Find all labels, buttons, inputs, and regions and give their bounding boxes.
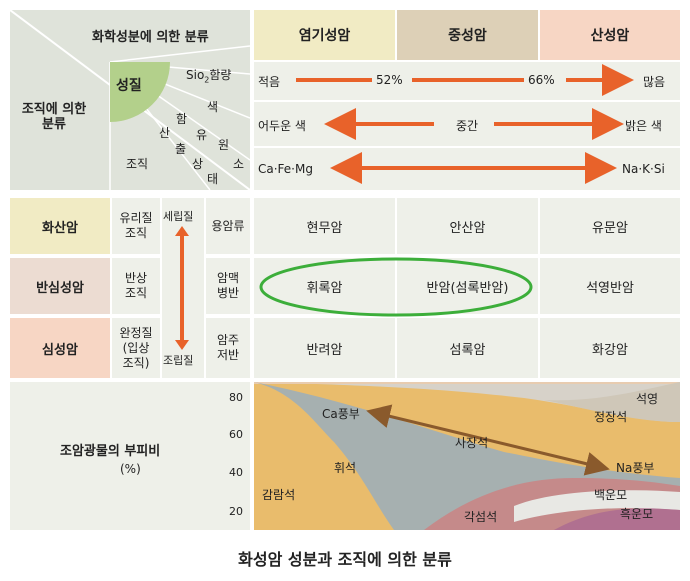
rock-porphyry: 반암(섬록반암) [397,258,538,314]
tick-80: 80 [229,391,243,404]
occurrence-dike-sill: 암맥 병반 [206,258,250,314]
texture-corner-label: 조직 [126,157,149,171]
rock-andesite: 안산암 [397,198,538,254]
content-char-1: 함 [176,112,188,126]
mineral-ca-rich: Ca풍부 [322,407,360,421]
silica-high-label: 많음 [643,75,666,89]
volume-label-panel [10,382,250,530]
mineral-olivine: 감람석 [262,488,296,502]
mineral-plagioclase: 사장석 [455,436,489,450]
tick-40: 40 [229,466,243,479]
silica-low-label: 적음 [258,75,281,89]
tick-20: 20 [229,505,243,518]
texture-glassy: 유리질 조직 [112,198,160,254]
content-char-2: 유 [196,128,208,142]
figure-caption: 화성암 성분과 조직에 의한 분류 [238,550,452,569]
row-label-hypabyssal: 반심성암 [10,258,110,314]
occurrence-stock-batholith: 암주 저반 [206,318,250,378]
properties-corner-label: 성질 [116,78,142,94]
row-label-plutonic: 심성암 [10,318,110,378]
color-dark-label: 어두운 색 [258,119,306,133]
color-middle-label: 중간 [456,119,479,133]
element-char-2: 소 [233,157,245,171]
texture-holocrystalline: 완정질 (입상 조직) [112,318,160,378]
hypabyssal-highlight [259,257,533,317]
element-right-label: Na·K·Si [622,162,665,176]
column-header-acidic: 산성암 [540,10,680,60]
header-corner-lines [10,10,250,190]
column-header-basic: 염기성암 [254,10,395,60]
color-bright-label: 밝은 색 [625,119,662,133]
yield-char-4: 태 [207,172,219,186]
rock-diabase: 휘록암 [254,258,395,314]
fine-grained-label: 세립질 [163,210,194,223]
mineral-na-rich: Na풍부 [616,461,655,475]
silica-content-label: Sio2함량 [186,68,232,85]
rock-rhyolite: 유문암 [540,198,680,254]
mineral-quartz: 석영 [636,392,659,406]
yield-char-3: 상 [192,157,204,171]
rock-basalt: 현무암 [254,198,395,254]
grain-size-arrow [175,226,189,350]
rock-gabbro: 반려암 [254,318,395,378]
volume-ratio-label: 조암광물의 부피비 [60,444,161,459]
rock-granite: 화강암 [540,318,680,378]
mineral-pyroxene: 휘석 [334,461,357,475]
mineral-orthoclase: 정장석 [594,410,628,424]
volume-unit-label: (%) [120,462,141,476]
element-char-1: 원 [218,138,230,152]
mineral-amphibole: 각섬석 [464,510,498,524]
property-arrows [296,64,634,184]
mineral-muscovite: 백운모 [594,488,628,502]
silica-66-label: 66% [528,73,555,87]
mineral-biotite: 흑운모 [620,507,654,521]
rock-diorite: 섬록암 [397,318,538,378]
texture-porphyritic: 반상 조직 [112,258,160,314]
rock-quartz-porphyry: 석영반암 [540,258,680,314]
yield-char-1: 산 [159,126,171,140]
column-header-intermediate: 중성암 [397,10,538,60]
tick-60: 60 [229,428,243,441]
texture-classification-label: 조직에 의한 분류 [21,102,87,132]
row-label-volcanic: 화산암 [10,198,110,254]
occurrence-lava-flow: 용암류 [206,198,250,254]
silica-52-label: 52% [376,73,403,87]
coarse-grained-label: 조립질 [163,354,194,367]
color-char: 색 [207,100,219,114]
mineral-volume-chart [254,382,680,530]
element-left-label: Ca·Fe·Mg [258,162,313,176]
yield-char-2: 출 [175,142,187,156]
composition-classification-label: 화학성분에 의한 분류 [92,30,209,45]
